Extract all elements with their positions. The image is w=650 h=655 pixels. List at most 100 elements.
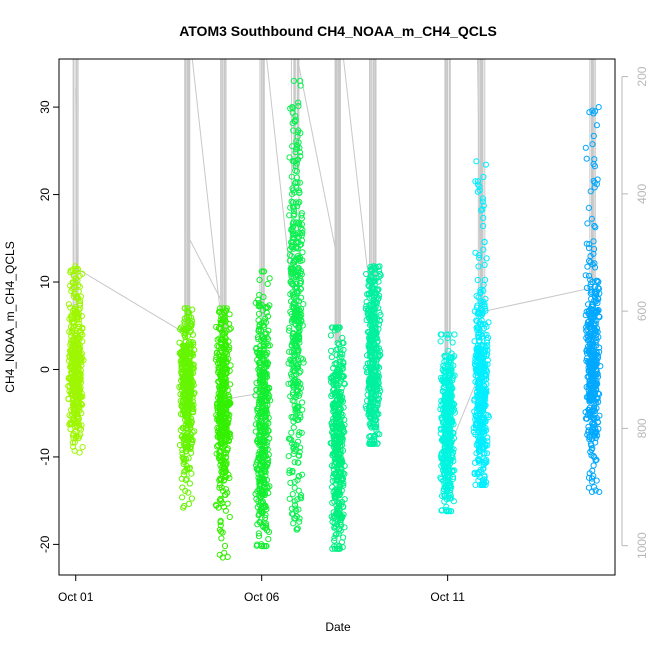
data-point	[371, 266, 378, 273]
data-point	[582, 144, 589, 151]
data-point	[336, 499, 343, 506]
data-point	[331, 494, 338, 501]
data-point	[341, 380, 348, 387]
data-point	[221, 309, 228, 317]
data-point	[370, 437, 378, 444]
data-point	[258, 461, 265, 468]
data-point	[590, 381, 598, 388]
data-point	[444, 335, 451, 342]
data-point	[294, 253, 301, 260]
data-point	[475, 331, 482, 338]
data-point	[179, 446, 186, 454]
data-point	[369, 306, 376, 313]
data-point	[591, 264, 599, 271]
data-point	[286, 154, 293, 161]
data-point	[225, 346, 232, 353]
data-point	[441, 484, 448, 491]
data-point	[446, 444, 453, 451]
data-point	[296, 429, 303, 436]
data-point	[290, 424, 297, 431]
data-point	[585, 310, 592, 317]
data-point	[185, 417, 192, 424]
data-point	[292, 179, 299, 186]
data-point	[585, 301, 592, 308]
data-point	[375, 376, 382, 383]
data-point	[287, 204, 294, 211]
data-point	[288, 265, 295, 272]
data-point	[299, 399, 306, 406]
data-point	[477, 356, 484, 363]
data-point	[476, 254, 483, 261]
data-point	[481, 426, 488, 433]
data-point	[218, 535, 225, 542]
data-point	[591, 294, 599, 301]
data-point	[183, 441, 190, 448]
data-point	[221, 316, 229, 323]
data-series-flight-9	[470, 158, 492, 488]
data-point	[334, 376, 341, 383]
data-point	[68, 339, 75, 346]
data-point	[70, 374, 78, 381]
data-point	[287, 479, 294, 486]
data-point	[286, 467, 293, 474]
data-point	[593, 456, 600, 463]
data-point	[480, 360, 487, 367]
data-point	[331, 327, 338, 334]
data-point	[366, 278, 373, 285]
data-point	[257, 362, 264, 369]
data-point	[225, 338, 232, 345]
data-point	[180, 471, 187, 478]
data-point	[182, 448, 189, 455]
data-point	[74, 385, 81, 392]
data-point	[225, 417, 232, 424]
data-point	[180, 356, 187, 363]
data-point	[263, 309, 270, 316]
data-point	[340, 346, 347, 353]
data-point	[292, 145, 299, 152]
data-point	[264, 342, 272, 349]
data-point	[75, 400, 83, 407]
data-point	[296, 189, 303, 196]
data-point	[257, 409, 264, 416]
data-point	[366, 404, 373, 411]
data-point	[181, 315, 188, 322]
data-point	[368, 411, 375, 418]
data-point	[75, 433, 83, 440]
data-point	[76, 283, 83, 290]
x-tick-label: Oct 06	[244, 590, 280, 604]
data-point	[257, 494, 264, 501]
data-point	[291, 502, 299, 509]
data-point	[481, 301, 488, 308]
data-point	[297, 444, 304, 451]
data-point	[336, 516, 343, 523]
data-point	[334, 340, 341, 347]
data-point	[440, 397, 447, 404]
data-point	[374, 440, 381, 447]
data-point	[583, 383, 590, 391]
data-point	[595, 284, 602, 291]
data-point	[336, 490, 344, 497]
data-point	[71, 337, 78, 344]
data-point	[447, 480, 454, 487]
data-point	[479, 394, 486, 401]
data-point	[294, 347, 302, 354]
data-point	[596, 391, 603, 398]
data-point	[290, 223, 297, 230]
data-point	[177, 427, 184, 434]
data-point	[255, 336, 262, 343]
data-point	[583, 415, 591, 422]
data-point	[296, 327, 303, 334]
data-point	[589, 333, 596, 340]
data-point	[71, 439, 79, 446]
data-point	[296, 242, 303, 249]
data-point	[336, 481, 343, 489]
data-point	[591, 429, 598, 436]
data-point	[294, 337, 302, 344]
data-point	[226, 367, 233, 374]
data-point	[187, 338, 194, 346]
data-point	[254, 438, 261, 445]
data-point	[367, 369, 374, 376]
data-point	[295, 102, 302, 110]
